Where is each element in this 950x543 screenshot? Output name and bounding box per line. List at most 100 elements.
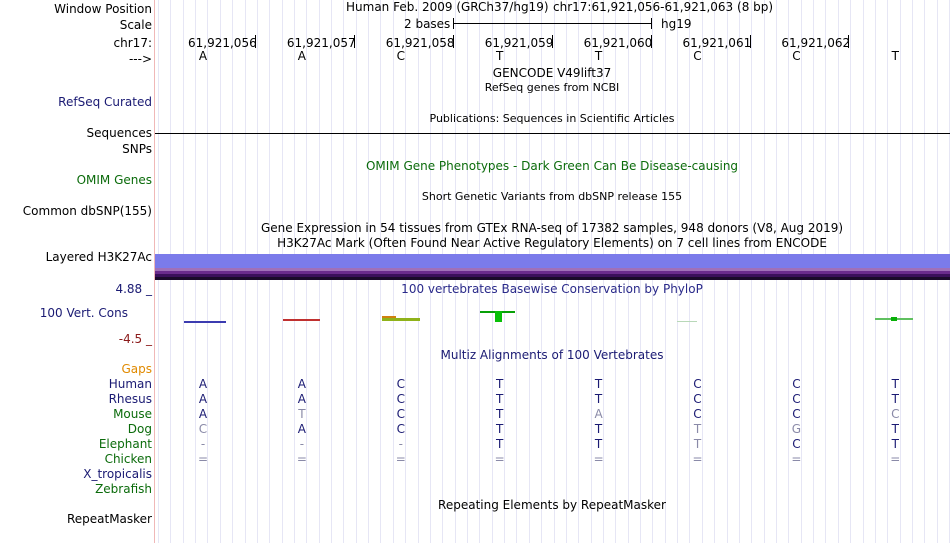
alignment-base: T bbox=[594, 377, 603, 391]
alignment-base: C bbox=[693, 377, 702, 391]
ruler-coordinate: 61,921,056 bbox=[188, 36, 257, 50]
omim-genes-label[interactable]: OMIM Genes bbox=[76, 173, 152, 187]
phylop-bar-2 bbox=[283, 319, 320, 321]
species-label[interactable]: Dog bbox=[127, 422, 152, 436]
ruler-tick bbox=[354, 35, 355, 48]
dna-base: A bbox=[297, 49, 306, 63]
dna-base: T bbox=[594, 49, 603, 63]
layered-h3k27ac-label[interactable]: Layered H3K27Ac bbox=[45, 250, 152, 264]
ruler-tick bbox=[552, 35, 553, 48]
phylop-bar-4-peak bbox=[495, 311, 502, 322]
assembly-title: Human Feb. 2009 (GRCh37/hg19) bbox=[346, 0, 549, 14]
alignment-base: T bbox=[496, 377, 504, 391]
alignment-base: = bbox=[395, 452, 406, 466]
alignment-base: T bbox=[594, 437, 603, 451]
ruler-tick bbox=[848, 35, 849, 48]
alignment-base: = bbox=[197, 452, 209, 466]
species-label[interactable]: Rhesus bbox=[108, 392, 152, 406]
vert-cons-label[interactable]: 100 Vert. Cons bbox=[39, 306, 128, 320]
phylop-bar-6 bbox=[677, 321, 697, 322]
alignment-base: T bbox=[693, 422, 702, 436]
alignment-base: = bbox=[890, 452, 901, 466]
alignment-base: C bbox=[693, 392, 702, 406]
snps-label[interactable]: SNPs bbox=[122, 142, 152, 156]
species-label[interactable]: Zebrafish bbox=[95, 482, 152, 496]
species-label[interactable]: Elephant bbox=[98, 437, 152, 451]
scale-text: 2 bases bbox=[404, 17, 451, 31]
ruler-tick bbox=[750, 35, 751, 48]
scale-bar-right-end bbox=[651, 18, 652, 29]
alignment-base: C bbox=[396, 407, 405, 421]
alignment-base: C bbox=[891, 407, 900, 421]
alignment-base: C bbox=[396, 392, 405, 406]
gencode-title: GENCODE V49lift37 bbox=[492, 66, 612, 80]
cons-max-value: 4.88 _ bbox=[115, 282, 152, 296]
browser-track-area[interactable]: Human Feb. 2009 (GRCh37/hg19) chr17:61,9… bbox=[155, 0, 950, 543]
strand-label: ---> bbox=[128, 52, 152, 66]
alignment-base: T bbox=[496, 407, 504, 421]
h3k27ac-signal-band bbox=[155, 254, 950, 280]
alignment-base: C bbox=[792, 392, 801, 406]
alignment-base: = bbox=[494, 452, 505, 466]
alignment-base: T bbox=[594, 392, 603, 406]
alignment-base: - bbox=[398, 437, 403, 451]
species-label[interactable]: Mouse bbox=[113, 407, 152, 421]
dna-base: T bbox=[891, 49, 899, 63]
alignment-base: A bbox=[297, 377, 306, 391]
ruler-coordinate: 61,921,059 bbox=[484, 36, 554, 50]
dna-base: T bbox=[496, 49, 504, 63]
alignment-base: T bbox=[496, 422, 504, 436]
alignment-base: A bbox=[198, 407, 208, 421]
alignment-base: T bbox=[891, 422, 899, 436]
ruler-coordinate: 61,921,061 bbox=[682, 36, 752, 50]
label-divider bbox=[154, 0, 155, 543]
alignment-base: C bbox=[693, 407, 702, 421]
gaps-label[interactable]: Gaps bbox=[121, 362, 152, 376]
dna-base: A bbox=[198, 49, 208, 63]
alignment-base: T bbox=[298, 407, 306, 421]
scale-bar bbox=[453, 23, 651, 24]
ruler-coordinate: 61,921,062 bbox=[781, 36, 851, 50]
chrom-label: chr17: bbox=[113, 36, 152, 50]
alignment-base: = bbox=[296, 452, 307, 466]
phylop-bar-1 bbox=[184, 321, 226, 323]
alignment-base: T bbox=[891, 392, 899, 406]
scale-bar-left-end bbox=[453, 18, 454, 29]
alignment-base: A bbox=[594, 407, 603, 421]
alignment-base: T bbox=[891, 437, 899, 451]
omim-title: OMIM Gene Phenotypes - Dark Green Can Be… bbox=[365, 159, 739, 173]
repeatmasker-title: Repeating Elements by RepeatMasker bbox=[438, 498, 666, 512]
alignment-base: T bbox=[891, 377, 899, 391]
cons-min-value: -4.5 _ bbox=[118, 332, 152, 346]
species-label[interactable]: Chicken bbox=[104, 452, 152, 466]
scale-db: hg19 bbox=[661, 17, 692, 31]
species-label[interactable]: Human bbox=[108, 377, 152, 391]
alignment-base: - bbox=[200, 437, 206, 451]
refseq-curated-label[interactable]: RefSeq Curated bbox=[58, 95, 152, 109]
phylop-bar-3-tick bbox=[382, 316, 396, 318]
alignment-base: = bbox=[692, 452, 703, 466]
publications-title: Publications: Sequences in Scientific Ar… bbox=[429, 112, 675, 125]
sequences-label[interactable]: Sequences bbox=[86, 126, 152, 140]
alignment-base: A bbox=[198, 377, 208, 391]
alignment-base: T bbox=[594, 422, 603, 436]
gtex-title: Gene Expression in 54 tissues from GTEx … bbox=[260, 221, 844, 235]
alignment-base: C bbox=[396, 377, 405, 391]
ruler-coordinate: 61,921,057 bbox=[286, 36, 356, 50]
track-labels-panel: Window Position Scale chr17: ---> RefSeq… bbox=[0, 0, 155, 543]
alignment-base: A bbox=[198, 392, 208, 406]
ruler-tick bbox=[651, 35, 652, 48]
alignment-base: G bbox=[791, 422, 802, 436]
h3k27-title: H3K27Ac Mark (Often Found Near Active Re… bbox=[277, 236, 827, 250]
alignment-base: C bbox=[396, 422, 405, 436]
alignment-base: A bbox=[297, 392, 306, 406]
repeatmasker-label[interactable]: RepeatMasker bbox=[66, 512, 152, 526]
ruler-tick bbox=[255, 35, 256, 48]
alignment-base: A bbox=[297, 422, 306, 436]
dbsnp-title: Short Genetic Variants from dbSNP releas… bbox=[421, 190, 683, 203]
dna-base: C bbox=[693, 49, 702, 63]
common-dbsnp-label[interactable]: Common dbSNP(155) bbox=[22, 204, 152, 218]
species-label[interactable]: X_tropicalis bbox=[83, 467, 152, 481]
dna-base: C bbox=[396, 49, 405, 63]
ruler-coordinate: 61,921,060 bbox=[583, 36, 653, 50]
